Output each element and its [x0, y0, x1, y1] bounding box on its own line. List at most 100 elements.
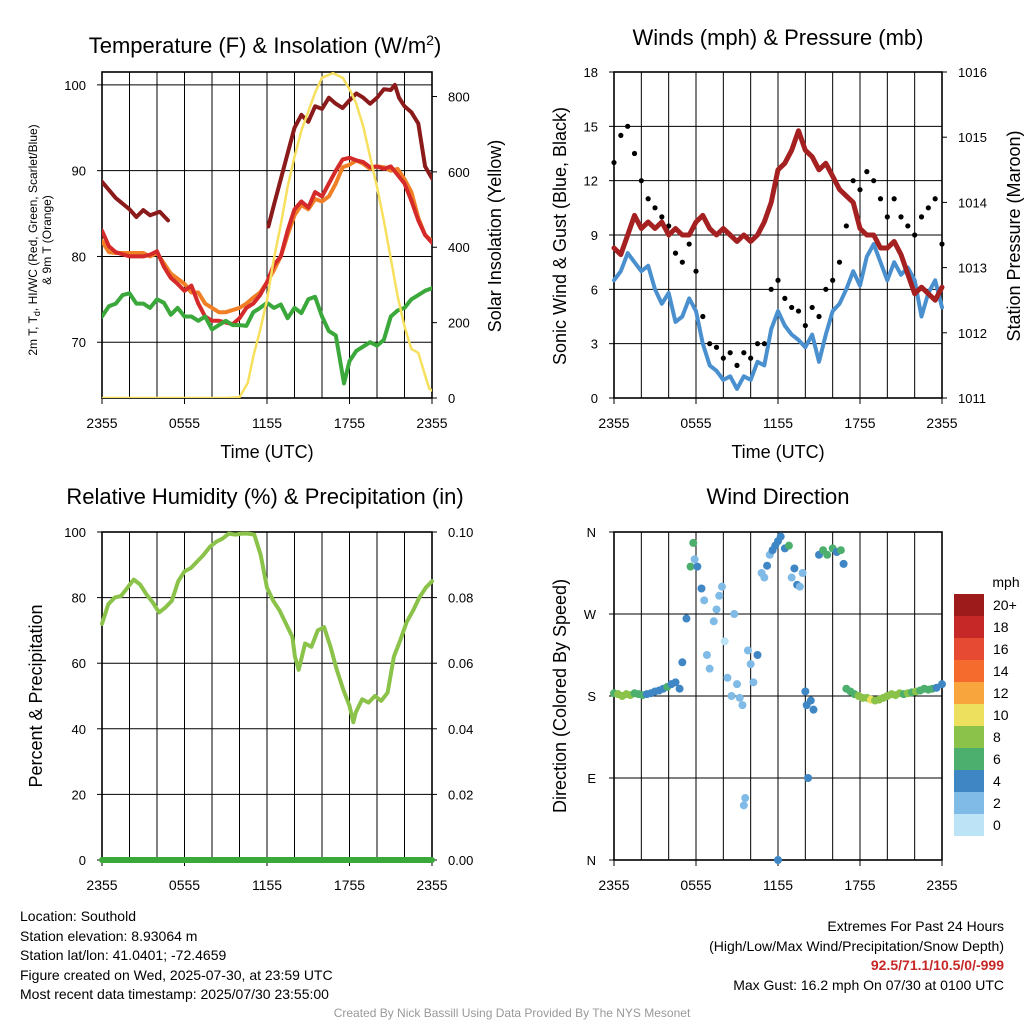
- legend-swatch: [954, 682, 984, 704]
- series-heat_index: [102, 179, 170, 223]
- station-latlon: Station lat/lon: 41.0401; -72.4659: [20, 947, 227, 963]
- humidity-ytick-label: 40: [72, 722, 86, 737]
- direction-ytick-label: E: [587, 771, 596, 786]
- legend-label: 14: [993, 663, 1009, 679]
- direction-point: [798, 569, 807, 577]
- gust-point: [795, 308, 802, 314]
- gust-point: [816, 313, 822, 320]
- station-location: Location: Southold: [20, 908, 136, 924]
- winds-ytick-label: 18: [584, 65, 598, 80]
- legend-swatch: [954, 792, 984, 814]
- gust-point: [891, 196, 897, 202]
- winds-ylabel-right: Station Pressure (Maroon): [1004, 130, 1024, 341]
- direction-point: [801, 687, 810, 696]
- direction-point: [738, 701, 747, 710]
- direction-point: [746, 660, 755, 669]
- direction-point: [790, 564, 799, 573]
- gust-point: [918, 214, 925, 220]
- legend-label: 6: [993, 751, 1001, 767]
- direction-point: [702, 651, 711, 659]
- svg-text:2m T, Td, HI/WC (Red, Green, S: 2m T, Td, HI/WC (Red, Green, Scarlet/Blu…: [26, 124, 42, 355]
- temperature-ylabel-right: Solar Insolation (Yellow): [485, 140, 505, 332]
- humidity-y2tick-label: 0.06: [448, 656, 473, 671]
- gust-point: [850, 178, 856, 184]
- humidity-xtick-label: 0555: [169, 877, 200, 893]
- gust-point: [932, 196, 938, 202]
- gust-point: [775, 277, 781, 283]
- gust-point: [836, 259, 843, 265]
- gust-point: [754, 341, 761, 347]
- gust-point: [720, 355, 726, 361]
- direction-point: [763, 561, 772, 570]
- gust-point: [830, 277, 836, 283]
- direction-point: [776, 532, 785, 541]
- series-dewpoint: [102, 286, 432, 386]
- figure-created: Figure created on Wed, 2025-07-30, at 23…: [20, 966, 333, 983]
- temperature-xlabel: Time (UTC): [220, 442, 313, 462]
- direction-ytick-label: N: [587, 853, 596, 868]
- extremes-info: Extremes For Past 24 Hours (High/Low/Max…: [709, 917, 1004, 995]
- direction-point: [720, 637, 729, 646]
- direction-point: [735, 693, 744, 702]
- temperature-y2tick-label: 800: [448, 89, 470, 104]
- gust-point: [727, 350, 733, 356]
- direction-point: [693, 562, 702, 571]
- winds-xtick-label: 2355: [598, 415, 629, 431]
- gust-point: [898, 214, 904, 220]
- direction-ylabel-left: Direction (Colored By Speed): [550, 579, 570, 813]
- temperature-ytick-label: 100: [64, 78, 86, 93]
- series-solar: [102, 72, 432, 398]
- winds-xtick-label: 1755: [844, 415, 875, 431]
- winds-y2tick-label: 1016: [958, 65, 987, 80]
- legend-swatch: [954, 660, 984, 682]
- humidity-ylabel-left: Percent & Precipitation: [26, 604, 46, 787]
- temperature-y2tick-label: 400: [448, 240, 470, 255]
- winds-y2tick-label: 1013: [958, 261, 987, 276]
- legend-swatch: [954, 726, 984, 748]
- humidity-y2tick-label: 0.04: [448, 722, 473, 737]
- direction-point: [686, 562, 695, 571]
- winds-ytick-label: 12: [584, 174, 598, 189]
- humidity-xtick-label: 1155: [252, 877, 282, 893]
- temperature-xtick-label: 2355: [86, 415, 117, 431]
- temperature-y2tick-label: 200: [448, 316, 470, 331]
- direction-ytick-label: N: [587, 525, 596, 540]
- winds-ytick-label: 0: [591, 391, 598, 406]
- gust-point: [618, 132, 624, 138]
- winds-plot: 0 3 6 9 12 15 18 1011 1012 1013 1014 1015 1016 2355 05…: [584, 65, 987, 431]
- legend-label: 20+: [993, 597, 1017, 613]
- svg-text:& 9m T (Orange): & 9m T (Orange): [40, 195, 54, 285]
- gust-point: [659, 214, 665, 220]
- legend-swatch: [954, 770, 984, 792]
- direction-point: [690, 555, 699, 564]
- direction-ytick-label: S: [587, 689, 596, 704]
- direction-point: [739, 801, 748, 810]
- direction-point: [784, 541, 793, 550]
- gust-point: [782, 295, 788, 301]
- humidity-y2tick-label: 0.10: [448, 525, 473, 540]
- station-elevation: Station elevation: 8.93064 m: [20, 927, 198, 944]
- gust-point: [905, 223, 911, 229]
- winds-y2tick-label: 1011: [958, 391, 986, 406]
- direction-point: [938, 680, 946, 689]
- extremes-legend: (High/Low/Max Wind/Precipitation/Snow De…: [709, 937, 1004, 954]
- temperature-ylabel-left: 2m T, Td, HI/WC (Red, Green, Scarlet/Blu…: [26, 124, 54, 355]
- series-pressure: [611, 128, 945, 303]
- legend-label: 16: [993, 641, 1009, 657]
- legend-swatch: [954, 814, 984, 836]
- direction-point: [730, 610, 739, 618]
- direction-point: [823, 550, 832, 559]
- legend-label: 18: [993, 619, 1009, 635]
- direction-point: [700, 596, 709, 605]
- humidity-xtick-label: 1755: [334, 877, 365, 893]
- winds-xtick-label: 1155: [763, 415, 793, 431]
- legend-label: 8: [993, 729, 1001, 745]
- gust-point: [884, 214, 890, 220]
- winds-y2tick-label: 1014: [958, 195, 987, 210]
- gust-point: [652, 205, 658, 211]
- legend-label: 4: [993, 773, 1001, 789]
- direction-point: [712, 605, 721, 614]
- series-rh: [100, 531, 434, 725]
- temperature-xtick-label: 2355: [416, 415, 447, 431]
- direction-point: [836, 546, 845, 555]
